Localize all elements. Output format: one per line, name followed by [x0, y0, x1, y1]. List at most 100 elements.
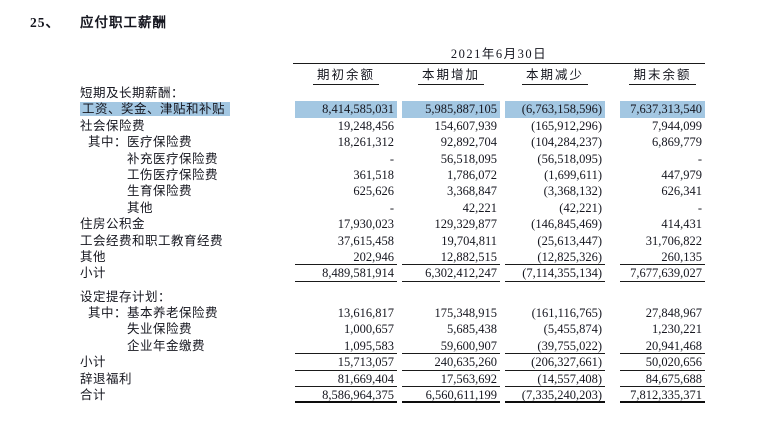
- column-header-row: 期初余额 本期增加 本期减少 期末余额: [80, 64, 705, 85]
- table-row: 小计 15,713,057 240,635,260 (206,327,661) 50,0…: [80, 354, 705, 371]
- row-label: 其中：基本养老保险费: [88, 306, 219, 321]
- table-row: 小计 8,489,581,914 6,302,412,247 (7,114,355,1…: [80, 265, 705, 282]
- value-cell: 1,095,583: [295, 338, 397, 355]
- value-cell: 7,637,313,540: [620, 101, 705, 118]
- row-label-text: 工资、奖金、津贴和补贴: [80, 102, 231, 117]
- value-cell: (14,557,408): [505, 371, 605, 388]
- value-cell: 42,221: [462, 200, 497, 215]
- value-cell: 7,677,639,027: [620, 265, 705, 282]
- value-cell: 19,248,456: [337, 118, 394, 133]
- row-label: 企业年金缴费: [127, 338, 206, 353]
- table-row: 合计 8,586,964,375 6,560,611,199 (7,335,240,2…: [80, 387, 705, 404]
- value-cell: 154,607,939: [434, 118, 498, 133]
- value-cell: 1,230,221: [652, 322, 702, 337]
- table-row: 其中：基本养老保险费 13,616,817 175,348,915 (161,116,…: [80, 305, 705, 321]
- value-cell: (161,116,765): [531, 306, 602, 321]
- table-row: 辞退福利 81,669,404 17,563,692 (14,557,408) 84,6…: [80, 371, 705, 388]
- value-cell: (25,613,447): [537, 233, 602, 248]
- section-title: 25、 应付职工薪酬: [30, 11, 167, 31]
- value-cell: 260,135: [620, 249, 705, 266]
- value-cell: 8,586,964,375: [295, 387, 397, 404]
- row-label: 辞退福利: [80, 371, 133, 386]
- column-header-text: 期末余额: [629, 66, 696, 85]
- row-label: 其中：医疗保险费: [88, 135, 193, 150]
- row-label: 工伤医疗保险费: [127, 167, 219, 182]
- value-cell: (5,455,874): [543, 322, 602, 337]
- value-cell: 361,518: [353, 167, 394, 182]
- row-label: 短期及长期薪酬：: [80, 86, 185, 100]
- section-number: 25、: [30, 15, 60, 30]
- row-label: 社会保险费: [80, 118, 146, 133]
- value-cell: (7,335,240,203): [505, 387, 605, 404]
- value-cell: 202,946: [295, 249, 397, 266]
- header-label-spacer: [80, 66, 295, 85]
- value-cell: [402, 85, 500, 101]
- value-cell: 31,706,822: [645, 233, 702, 248]
- row-label: 小计: [80, 355, 107, 370]
- table-row: 补充医疗保险费 - 56,518,095 (56,518,095) -: [80, 151, 705, 167]
- value-cell: 15,713,057: [295, 354, 397, 371]
- value-cell: 81,669,404: [295, 371, 397, 388]
- value-cell: -: [697, 200, 702, 215]
- value-cell: 18,261,312: [337, 135, 394, 150]
- value-cell: 240,635,260: [402, 354, 500, 371]
- value-cell: 27,848,967: [645, 306, 702, 321]
- table-row: 工会经费和职工教育经费 37,615,458 19,704,811 (25,613,4…: [80, 233, 705, 249]
- row-label: 生育保险费: [127, 184, 193, 199]
- value-cell: 3,368,847: [447, 184, 497, 199]
- value-cell: 8,489,581,914: [295, 265, 397, 282]
- column-header: 期末余额: [620, 66, 705, 85]
- value-cell: [620, 289, 705, 305]
- value-cell: 447,979: [661, 167, 702, 182]
- table-body: 短期及长期薪酬： 工资、奖金、津贴和补贴 8,414,585,031 5,985,88…: [80, 85, 705, 404]
- value-cell: 1,786,072: [447, 167, 497, 182]
- value-cell: 37,615,458: [337, 233, 394, 248]
- value-cell: 12,882,515: [402, 249, 500, 266]
- row-label: 其他: [80, 249, 107, 264]
- table-row: 工伤医疗保险费 361,518 1,786,072 (1,699,611) 447,97…: [80, 167, 705, 183]
- date-header: 2021年6月30日: [293, 44, 705, 64]
- section-row: 短期及长期薪酬：: [80, 85, 705, 101]
- value-cell: 129,329,877: [434, 217, 498, 232]
- value-cell: (39,755,022): [505, 338, 605, 355]
- column-header: 本期减少: [505, 66, 605, 85]
- column-header: 本期增加: [402, 66, 500, 85]
- value-cell: (7,114,355,134): [505, 265, 605, 282]
- value-cell: 92,892,704: [440, 135, 497, 150]
- value-cell: 8,414,585,031: [295, 101, 397, 118]
- value-cell: 7,944,099: [652, 118, 702, 133]
- row-label: 住房公积金: [80, 217, 146, 232]
- date-header-text: 2021年6月30日: [450, 47, 548, 61]
- value-cell: [505, 85, 605, 101]
- table-row: 企业年金缴费 1,095,583 59,600,907 (39,755,022) 20,…: [80, 338, 705, 355]
- table-row: 工资、奖金、津贴和补贴 8,414,585,031 5,985,887,105 (6,…: [80, 101, 705, 118]
- column-header-text: 本期增加: [417, 66, 484, 85]
- value-cell: 1,000,657: [344, 322, 394, 337]
- value-cell: [505, 289, 605, 305]
- value-cell: (146,845,469): [531, 217, 602, 232]
- value-cell: 59,600,907: [402, 338, 500, 355]
- value-cell: 5,685,438: [447, 322, 497, 337]
- column-header: 期初余额: [295, 66, 397, 85]
- value-cell: [620, 85, 705, 101]
- value-cell: 625,626: [353, 184, 394, 199]
- value-cell: 19,704,811: [441, 233, 497, 248]
- value-cell: 5,985,887,105: [402, 101, 500, 118]
- section-row: 设定提存计划：: [80, 289, 705, 305]
- value-cell: (3,368,132): [543, 184, 602, 199]
- value-cell: 17,563,692: [402, 371, 500, 388]
- value-cell: 175,348,915: [434, 306, 498, 321]
- value-cell: 17,930,023: [337, 217, 394, 232]
- value-cell: -: [389, 200, 394, 215]
- table-row: 社会保险费 19,248,456 154,607,939 (165,912,296) 7…: [80, 118, 705, 134]
- table-row: 住房公积金 17,930,023 129,329,877 (146,845,469) 4…: [80, 216, 705, 232]
- value-cell: [402, 289, 500, 305]
- column-header-text: 本期减少: [521, 66, 588, 85]
- table-row: 生育保险费 625,626 3,368,847 (3,368,132) 626,341: [80, 183, 705, 199]
- value-cell: (206,327,661): [505, 354, 605, 371]
- value-cell: (1,699,611): [544, 167, 602, 182]
- row-label: 合计: [80, 388, 107, 403]
- value-cell: 84,675,688: [620, 371, 705, 388]
- row-label: 工会经费和职工教育经费: [80, 233, 224, 248]
